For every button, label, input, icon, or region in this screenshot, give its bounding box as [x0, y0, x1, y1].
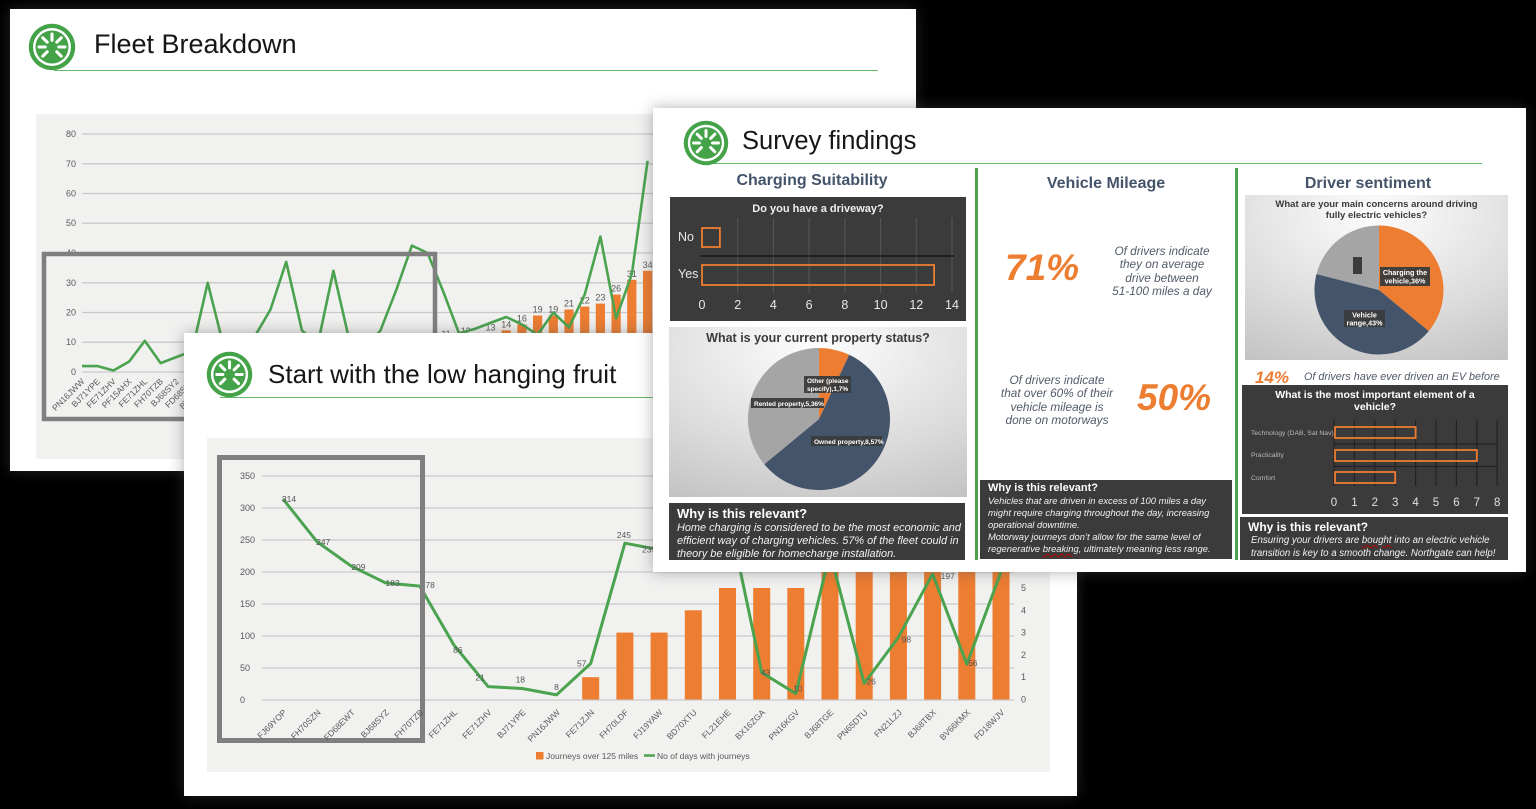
svg-text:5: 5	[1433, 497, 1439, 509]
svg-text:Rented property,5,36%: Rented property,5,36%	[754, 401, 824, 408]
svg-text:197: 197	[941, 571, 955, 581]
svg-text:8: 8	[841, 298, 848, 312]
svg-text:14: 14	[501, 319, 511, 329]
svg-text:19: 19	[533, 305, 543, 315]
svg-text:4: 4	[770, 298, 777, 312]
svg-text:Yes: Yes	[678, 267, 698, 281]
svg-text:range,43%: range,43%	[1347, 319, 1384, 328]
svg-text:0: 0	[71, 367, 76, 377]
svg-text:Technology (DAB, Sat Nav): Technology (DAB, Sat Nav)	[1251, 430, 1334, 437]
svg-text:Vehicle: Vehicle	[1352, 311, 1377, 320]
svg-text:300: 300	[240, 503, 255, 513]
svg-text:4: 4	[1021, 605, 1026, 615]
svg-text:43: 43	[761, 668, 771, 678]
svg-text:6: 6	[806, 298, 813, 312]
svg-text:13: 13	[485, 322, 495, 332]
svg-text:No: No	[678, 230, 694, 244]
svg-text:6: 6	[1453, 497, 1459, 509]
svg-text:2: 2	[734, 298, 741, 312]
svg-text:209: 209	[351, 562, 365, 572]
svg-text:22: 22	[580, 296, 590, 306]
svg-text:Do you have a driveway?: Do you have a driveway?	[752, 203, 884, 215]
svg-text:50: 50	[66, 218, 76, 228]
svg-text:250: 250	[240, 535, 255, 545]
svg-text:245: 245	[617, 530, 631, 540]
svg-text:3: 3	[1021, 628, 1026, 638]
svg-text:1: 1	[1351, 497, 1357, 509]
svg-text:10: 10	[874, 298, 888, 312]
svg-text:30: 30	[66, 278, 76, 288]
svg-text:56: 56	[968, 658, 978, 668]
svg-text:70: 70	[66, 159, 76, 169]
svg-text:57: 57	[577, 659, 587, 669]
svg-text:60: 60	[66, 189, 76, 199]
svg-text:What are your main concerns ar: What are your main concerns around drivi…	[1275, 199, 1477, 210]
svg-text:specify),1,7%: specify),1,7%	[807, 386, 848, 393]
svg-text:10: 10	[793, 684, 803, 694]
svg-text:350: 350	[240, 471, 255, 481]
svg-text:14: 14	[945, 298, 959, 312]
svg-text:3: 3	[1392, 497, 1398, 509]
svg-text:Charging the: Charging the	[1383, 268, 1427, 277]
svg-text:150: 150	[240, 599, 255, 609]
svg-text:No of days with journeys: No of days with journeys	[657, 751, 750, 761]
svg-text:18: 18	[516, 675, 526, 685]
svg-text:Other (please: Other (please	[807, 378, 849, 385]
svg-text:5: 5	[1021, 583, 1026, 593]
svg-text:26: 26	[866, 676, 876, 686]
svg-text:183: 183	[386, 578, 400, 588]
svg-text:200: 200	[240, 567, 255, 577]
svg-text:fully electric vehicles?: fully electric vehicles?	[1326, 210, 1428, 221]
svg-text:Practicality: Practicality	[1251, 452, 1284, 459]
svg-text:2: 2	[1021, 650, 1026, 660]
svg-text:0: 0	[1331, 497, 1337, 509]
svg-text:12: 12	[909, 298, 923, 312]
svg-text:314: 314	[282, 494, 296, 504]
svg-text:20: 20	[66, 308, 76, 318]
svg-text:4: 4	[1412, 497, 1419, 509]
svg-text:86: 86	[453, 645, 463, 655]
svg-text:178: 178	[421, 580, 435, 590]
svg-text:1: 1	[1021, 672, 1026, 682]
svg-text:34: 34	[643, 260, 653, 270]
svg-text:16: 16	[517, 313, 527, 323]
svg-text:100: 100	[240, 631, 255, 641]
svg-text:0: 0	[240, 695, 245, 705]
svg-text:vehicle,36%: vehicle,36%	[1385, 277, 1426, 286]
svg-text:19: 19	[548, 305, 558, 315]
svg-text:80: 80	[66, 129, 76, 139]
svg-text:vehicle?: vehicle?	[1354, 401, 1396, 413]
svg-text:21: 21	[475, 673, 485, 683]
svg-text:0: 0	[699, 298, 706, 312]
svg-text:247: 247	[316, 537, 330, 547]
svg-text:98: 98	[902, 634, 912, 644]
svg-text:26: 26	[611, 284, 621, 294]
svg-text:8: 8	[554, 682, 559, 692]
svg-text:21: 21	[564, 299, 574, 309]
svg-text:23: 23	[595, 293, 605, 303]
svg-text:What is your current property: What is your current property status?	[706, 331, 930, 345]
svg-text:50: 50	[240, 663, 250, 673]
svg-text:Owned property,8,57%: Owned property,8,57%	[814, 439, 884, 446]
svg-text:What is the most important ele: What is the most important element of a	[1275, 389, 1475, 401]
svg-text:235: 235	[642, 545, 656, 555]
svg-text:Journeys over 125 miles: Journeys over 125 miles	[546, 751, 638, 761]
svg-text:7: 7	[1474, 497, 1480, 509]
svg-text:8: 8	[1494, 497, 1500, 509]
svg-text:0: 0	[1021, 695, 1026, 705]
svg-text:10: 10	[66, 337, 76, 347]
svg-text:2: 2	[1372, 497, 1378, 509]
svg-text:Comfort: Comfort	[1251, 475, 1275, 482]
